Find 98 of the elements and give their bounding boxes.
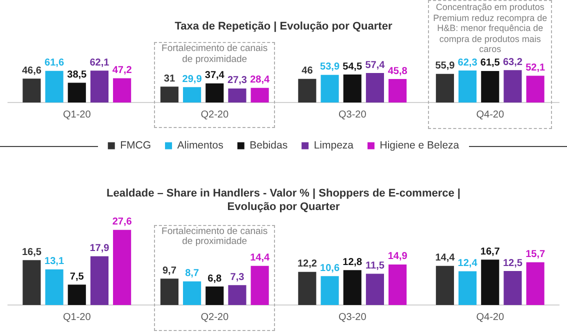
data-label: 61,6 [44,58,64,69]
bar [90,256,109,305]
chart-title: Lealdade – Share in Handlers - Valor % | Shoppers de E-commerce | Evolução por Quarter [106,188,460,213]
x-tick-label: Q4-20 [476,109,504,120]
data-label: 45,8 [388,66,408,77]
data-label: 37,4 [204,70,225,82]
data-label: 15,7 [526,249,546,260]
bar [458,70,477,102]
bar [250,88,269,102]
bar [458,271,477,305]
text: Concentração em produtos Premium reduz recompra de H&B: menor frequência de compra de produtos mais caros [433,2,548,54]
legend-label: FMCG [120,140,152,152]
data-label: 9,7 [162,265,177,276]
bar [481,260,500,305]
bar [22,260,41,305]
bar [183,87,202,102]
x-tick-label: Q3-20 [338,109,367,120]
data-label: 12,8 [342,256,363,268]
bar [481,70,500,102]
x-tick-label: Q1-20 [62,312,92,323]
data-label: 55,9 [435,60,456,72]
data-label: 16,5 [22,246,42,258]
x-tick-label: Q1-20 [62,109,92,120]
bar [298,78,316,102]
bar [160,278,178,305]
bar [526,262,544,305]
data-label: 62,1 [90,57,110,68]
data-label: 7,3 [230,272,245,283]
bar [183,281,202,305]
data-label: 61,5 [480,58,500,69]
data-label: 11,5 [366,260,385,272]
annotation: Fortalecimento de canais de proximidade [162,226,268,248]
bar [45,70,64,102]
data-label: 12,2 [297,258,318,270]
bar [366,274,384,305]
bar [250,266,269,305]
bar [113,230,132,305]
data-label: 14,4 [250,252,270,264]
data-label: 62,3 [458,57,478,68]
data-label: 47,2 [112,65,132,76]
data-label: 29,9 [182,74,202,85]
bar [206,286,224,305]
data-label: 16,7 [480,246,500,258]
bar [504,271,522,305]
bar [206,83,224,102]
legend-label: Bebidas [250,140,288,152]
data-label: 57,4 [365,60,386,71]
bar [228,285,246,305]
bar [320,276,339,305]
x-tick-label: Q4-20 [476,312,504,323]
chart-title: Taxa de Repetição | Evolução por Quarter [174,20,393,33]
legend-label: Higiene e Beleza [380,140,460,152]
bar [113,78,132,102]
data-label: 46,6 [22,65,42,76]
x-tick-label: Q2-20 [200,312,229,323]
bar [436,266,454,305]
data-label: 10,6 [320,262,340,274]
text: Fortalecimento de canais de proximidade [162,43,268,65]
data-label: 53,9 [320,62,340,73]
data-label: 13,1 [44,256,64,268]
data-label: 46 [302,66,314,77]
bar [298,272,316,305]
bar [366,73,384,102]
data-label: 14,9 [388,251,408,262]
data-label: 63,2 [502,56,523,68]
data-label: 8,7 [185,268,200,280]
data-label: 31 [164,73,176,84]
data-label: 27,3 [227,75,248,86]
data-label: 17,9 [90,243,110,254]
legend-label: Limpeza [314,140,354,152]
bar [388,264,407,305]
x-tick-label: Q2-20 [200,109,229,120]
bar [388,79,407,102]
data-label: 54,5 [342,61,363,72]
data-label: 6,8 [208,273,222,284]
bar [228,88,246,102]
bar [90,70,109,102]
legend-label: Alimentos [177,140,224,152]
bar [504,70,522,102]
data-label: 27,6 [112,216,132,228]
bar [526,76,544,102]
data-label: 52,1 [526,62,546,74]
x-tick-label: Q3-20 [338,312,367,323]
data-label: 28,4 [250,74,270,86]
data-label: 7,5 [70,271,84,282]
bar [68,284,86,305]
bar [22,78,41,102]
bar [45,269,64,305]
bar [160,86,178,102]
bar [436,74,454,102]
bar [343,74,362,102]
data-label: 12,4 [458,258,478,270]
data-label: 38,5 [67,70,88,80]
bar [68,82,86,102]
bar [343,270,362,305]
data-label: 14,4 [435,252,456,264]
bar [320,74,339,102]
data-label: 12,5 [502,258,523,269]
